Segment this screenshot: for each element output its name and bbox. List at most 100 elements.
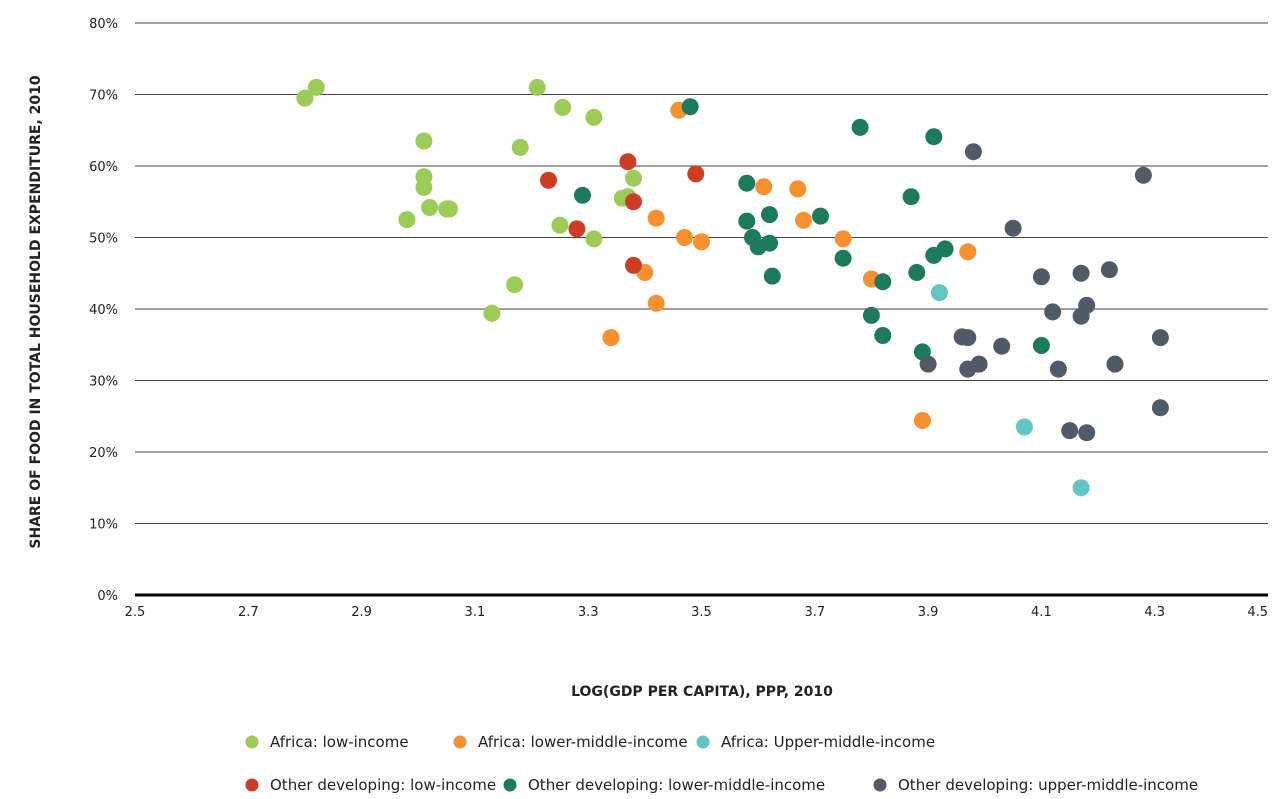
legend-marker <box>696 735 710 749</box>
data-point <box>625 256 642 274</box>
data-point <box>540 171 557 189</box>
x-tick-label: 3.7 <box>804 605 825 620</box>
data-point <box>761 234 778 252</box>
x-tick-label: 2.9 <box>351 605 372 620</box>
x-tick-label: 3.1 <box>465 605 486 620</box>
legend-item: Africa: low-income <box>245 733 409 751</box>
x-axis-title: LOG(GDP PER CAPITA), PPP, 2010 <box>571 684 833 700</box>
data-point <box>554 98 572 116</box>
legend-label: Africa: Upper-middle-income <box>721 733 935 751</box>
data-point <box>440 200 458 218</box>
legend-marker <box>453 735 467 749</box>
data-point <box>1100 261 1118 279</box>
legend-marker <box>503 778 517 792</box>
data-point <box>585 230 603 248</box>
legend-label: Africa: low-income <box>270 733 409 751</box>
legend-label: Other developing: low-income <box>270 776 496 794</box>
data-point <box>1032 268 1050 286</box>
data-point <box>1004 219 1022 237</box>
y-tick-label: 50% <box>89 232 118 247</box>
data-point <box>789 180 807 198</box>
legend-label: Other developing: upper-middle-income <box>898 776 1198 794</box>
x-tick-label: 3.3 <box>578 605 599 620</box>
data-point <box>959 243 977 261</box>
data-point <box>1072 264 1090 282</box>
legend-item: Other developing: lower-middle-income <box>503 776 825 794</box>
legend: Africa: low-income Africa: lower-middle-i… <box>245 733 1198 794</box>
legend-item: Africa: lower-middle-income <box>453 733 688 751</box>
data-point <box>925 128 943 146</box>
data-point <box>763 267 781 285</box>
data-point <box>585 108 603 126</box>
data-point <box>647 294 665 312</box>
data-point <box>415 178 433 196</box>
data-point <box>919 355 937 373</box>
data-point <box>834 249 852 267</box>
y-tick-label: 0% <box>97 589 118 604</box>
data-point <box>551 216 569 234</box>
data-point <box>421 199 439 216</box>
x-tick-label: 2.5 <box>125 605 146 620</box>
data-point <box>761 206 778 224</box>
y-tick-label: 30% <box>89 375 118 390</box>
data-point <box>738 212 756 230</box>
x-tick-label: 4.1 <box>1031 605 1052 620</box>
data-point <box>959 329 977 347</box>
data-point <box>738 174 756 192</box>
legend-label: Other developing: lower-middle-income <box>528 776 825 794</box>
y-tick-label: 70% <box>89 89 118 104</box>
data-point <box>619 153 637 171</box>
data-point <box>687 165 705 183</box>
data-point <box>568 220 586 238</box>
data-point <box>993 337 1011 355</box>
data-point <box>1078 424 1096 442</box>
data-point <box>1072 479 1090 497</box>
data-point <box>693 233 710 251</box>
data-point <box>1049 360 1067 378</box>
data-point <box>834 230 852 248</box>
data-point <box>1044 303 1062 321</box>
data-point <box>964 143 982 161</box>
data-point <box>574 186 591 204</box>
data-point <box>1015 418 1033 436</box>
x-axis-ticks: 2.5 2.7 2.9 3.1 3.3 3.5 3.7 3.9 4.1 4.3 4.5 <box>125 605 1268 620</box>
data-point <box>307 78 325 96</box>
data-point <box>862 306 880 324</box>
y-tick-label: 10% <box>89 518 118 533</box>
data-point <box>625 169 642 187</box>
y-tick-label: 60% <box>89 160 118 175</box>
data-point <box>483 304 501 322</box>
data-point <box>812 207 829 225</box>
data-point <box>908 264 926 281</box>
x-tick-label: 3.9 <box>918 605 939 620</box>
data-point <box>676 229 693 246</box>
y-axis-ticks: 0% 10% 20% 30% 40% 50% 60% 70% 80% <box>89 17 118 604</box>
data-point <box>1151 329 1169 347</box>
data-point <box>1106 355 1124 373</box>
gridlines <box>135 22 1268 597</box>
data-points <box>296 78 1169 497</box>
y-tick-label: 20% <box>89 446 118 461</box>
data-point <box>511 138 529 156</box>
data-point <box>970 355 988 373</box>
data-point <box>936 240 954 258</box>
data-point <box>1032 337 1050 354</box>
data-point <box>625 193 642 211</box>
data-point <box>506 276 524 294</box>
data-point <box>296 89 314 107</box>
legend-item: Other developing: upper-middle-income <box>873 776 1198 794</box>
data-point <box>755 178 773 196</box>
data-point <box>528 78 546 96</box>
data-point <box>647 209 665 227</box>
data-point <box>415 132 433 150</box>
data-point <box>1134 166 1152 184</box>
y-axis-title: SHARE OF FOOD IN TOTAL HOUSEHOLD EXPENDI… <box>28 75 44 548</box>
data-point <box>398 211 416 229</box>
x-tick-label: 2.7 <box>238 605 259 620</box>
data-point <box>851 118 869 136</box>
legend-marker <box>873 778 887 792</box>
data-point <box>795 211 812 229</box>
data-point <box>1078 296 1096 314</box>
legend-label: Africa: lower-middle-income <box>478 733 688 751</box>
